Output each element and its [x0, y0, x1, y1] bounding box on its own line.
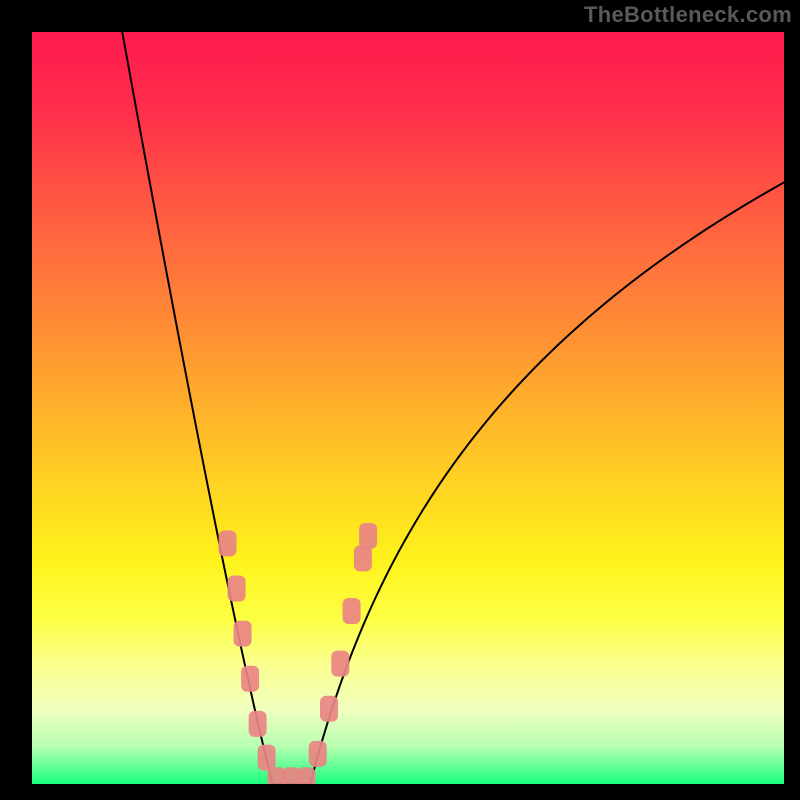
marker-point [234, 621, 252, 647]
marker-point [249, 711, 267, 737]
marker-point [297, 767, 315, 784]
plot-svg [32, 32, 784, 784]
marker-point [320, 696, 338, 722]
marker-point [354, 545, 372, 571]
marker-point [258, 745, 276, 771]
marker-point [228, 575, 246, 601]
marker-point [241, 666, 259, 692]
watermark-text: TheBottleneck.com [584, 2, 792, 28]
gradient-background [32, 32, 784, 784]
plot-area [32, 32, 784, 784]
marker-point [331, 651, 349, 677]
chart-container: TheBottleneck.com [0, 0, 800, 800]
marker-point [309, 741, 327, 767]
marker-point [343, 598, 361, 624]
marker-point [219, 530, 237, 556]
marker-point [359, 523, 377, 549]
